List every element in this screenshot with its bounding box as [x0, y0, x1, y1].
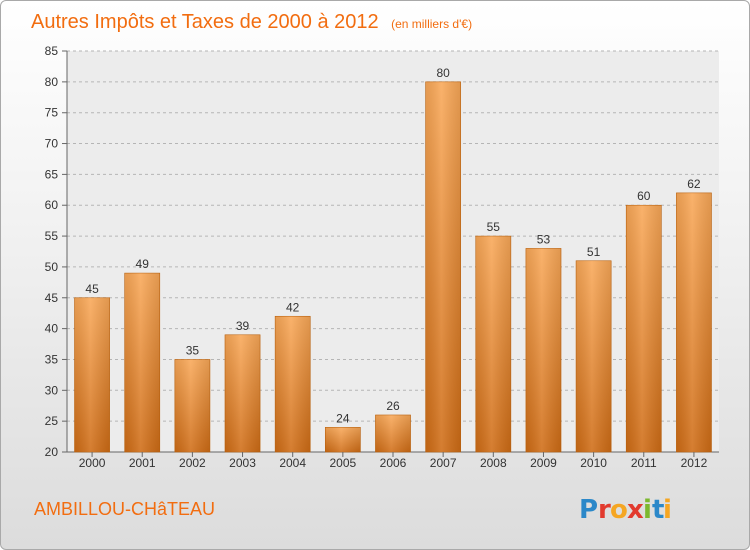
bar-shine — [224, 334, 261, 452]
logo-letter: o — [610, 495, 628, 525]
y-tick-label: 40 — [45, 322, 59, 336]
x-tick-label: 2006 — [380, 456, 407, 470]
y-tick-label: 30 — [45, 383, 59, 397]
y-tick-label: 25 — [45, 414, 59, 428]
data-label: 26 — [386, 399, 400, 413]
y-tick-label: 35 — [45, 352, 59, 366]
bar-shine — [174, 359, 210, 452]
y-tick-label: 70 — [45, 137, 59, 151]
logo-letter: i — [663, 495, 672, 525]
x-tick-label: 2011 — [631, 456, 657, 470]
bar-shine — [676, 192, 712, 452]
bar-shine — [325, 427, 361, 452]
x-tick-label: 2002 — [179, 456, 206, 470]
bar-shine — [124, 273, 160, 452]
bar-shine — [375, 414, 411, 452]
y-tick-label: 20 — [45, 445, 59, 459]
y-tick-label: 50 — [45, 260, 59, 274]
data-label: 49 — [136, 257, 150, 271]
y-tick-label: 55 — [45, 229, 59, 243]
y-tick-label: 80 — [45, 75, 59, 89]
y-tick-label: 75 — [45, 106, 59, 120]
data-label: 60 — [637, 189, 651, 203]
y-tick-label: 65 — [45, 167, 59, 181]
y-tick-label: 45 — [45, 291, 59, 305]
chart-title-main: Autres Impôts et Taxes de 2000 à 2012 — [31, 11, 379, 33]
y-tick-label: 85 — [45, 44, 59, 58]
logo-letter: x — [627, 495, 644, 525]
city-name: AMBILLOU-CHâTEAU — [34, 499, 215, 519]
data-label: 45 — [85, 282, 99, 296]
x-tick-label: 2001 — [129, 456, 156, 470]
data-label: 42 — [286, 300, 300, 314]
data-label: 80 — [436, 66, 450, 80]
bar-shine — [525, 248, 562, 452]
bar-shine — [275, 316, 311, 452]
logo-letter: i — [643, 495, 652, 525]
plot-background — [67, 51, 719, 452]
plot-area: 20 25 30 35 40 45 50 55 60 65 70 75 80 85 45 2000 49 2001… — [45, 44, 719, 470]
logo-letter: P — [579, 495, 598, 525]
chart-title: Autres Impôts et Taxes de 2000 à 2012 (e… — [31, 11, 472, 33]
data-label: 53 — [537, 232, 551, 246]
data-label: 55 — [487, 220, 501, 234]
x-tick-label: 2004 — [279, 456, 306, 470]
x-tick-label: 2012 — [681, 456, 708, 470]
logo-letter: t — [652, 495, 664, 525]
bar-shine — [475, 236, 511, 452]
data-label: 62 — [687, 177, 701, 191]
data-label: 39 — [236, 319, 250, 333]
x-tick-label: 2007 — [430, 456, 457, 470]
y-tick-label: 60 — [45, 198, 59, 212]
data-label: 51 — [587, 245, 601, 259]
x-tick-label: 2005 — [329, 456, 356, 470]
bar-shine — [74, 297, 110, 452]
x-tick-label: 2009 — [530, 456, 557, 470]
bar-shine — [576, 260, 612, 452]
bar-shine — [626, 205, 662, 452]
logo-letter: r — [598, 495, 611, 525]
x-tick-label: 2008 — [480, 456, 507, 470]
data-label: 24 — [336, 411, 350, 425]
data-label: 35 — [186, 343, 200, 357]
chart-subtitle: (en milliers d'€) — [391, 17, 472, 31]
x-tick-label: 2003 — [229, 456, 256, 470]
x-tick-label: 2000 — [79, 456, 106, 470]
x-tick-label: 2010 — [580, 456, 607, 470]
bar-shine — [425, 81, 461, 452]
